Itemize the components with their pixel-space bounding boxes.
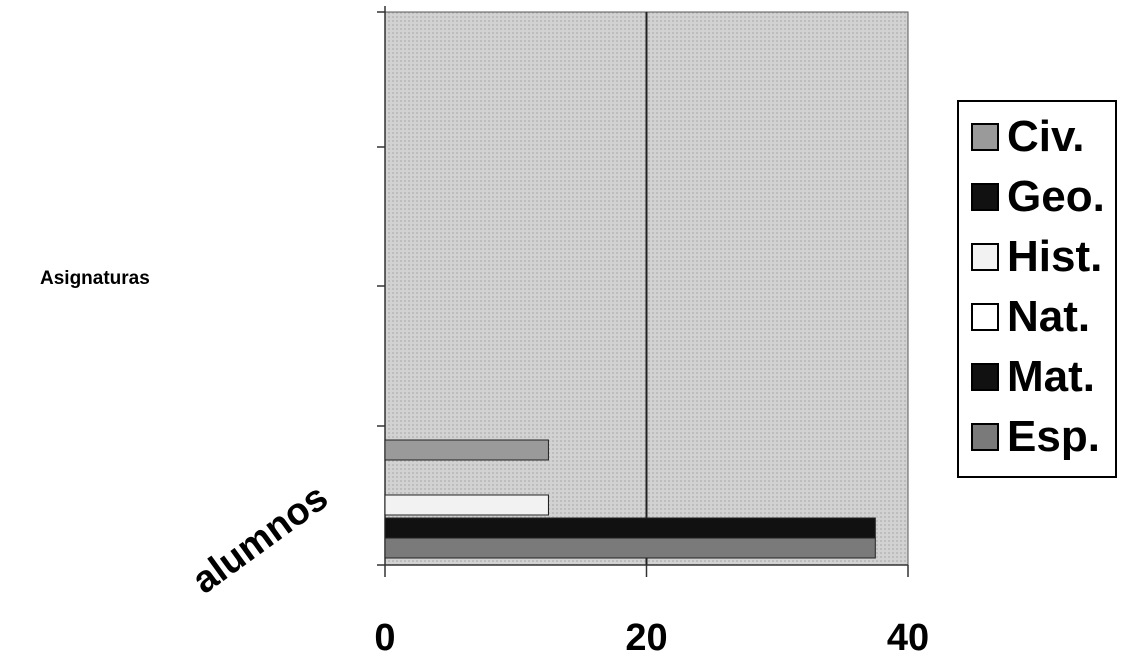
legend-item: Mat. xyxy=(971,352,1095,402)
legend-swatch xyxy=(971,243,999,271)
y-axis-label: Asignaturas xyxy=(40,268,150,289)
legend-swatch xyxy=(971,423,999,451)
x-tick-label: 20 xyxy=(625,617,667,659)
legend-label: Hist. xyxy=(1007,232,1103,281)
legend: Civ. Geo. Hist. Nat. Mat. Esp. xyxy=(957,100,1117,478)
legend-swatch xyxy=(971,303,999,331)
legend-swatch xyxy=(971,123,999,151)
legend-item: Geo. xyxy=(971,172,1105,222)
bar-mat xyxy=(384,517,876,539)
x-tick-label: 40 xyxy=(887,617,929,659)
legend-item: Nat. xyxy=(971,292,1090,342)
legend-label: Geo. xyxy=(1007,172,1105,221)
bar-hist xyxy=(384,494,549,516)
legend-label: Nat. xyxy=(1007,292,1091,341)
legend-label: Civ. xyxy=(1007,112,1085,161)
legend-swatch xyxy=(971,363,999,391)
legend-item: Civ. xyxy=(971,112,1084,162)
legend-swatch xyxy=(971,183,999,211)
bar-civ xyxy=(384,439,549,461)
x-tick-label: 0 xyxy=(374,617,395,659)
legend-label: Mat. xyxy=(1007,352,1095,401)
legend-item: Esp. xyxy=(971,412,1100,462)
legend-item: Hist. xyxy=(971,232,1102,282)
legend-label: Esp. xyxy=(1007,412,1100,461)
bar-esp xyxy=(384,537,876,559)
